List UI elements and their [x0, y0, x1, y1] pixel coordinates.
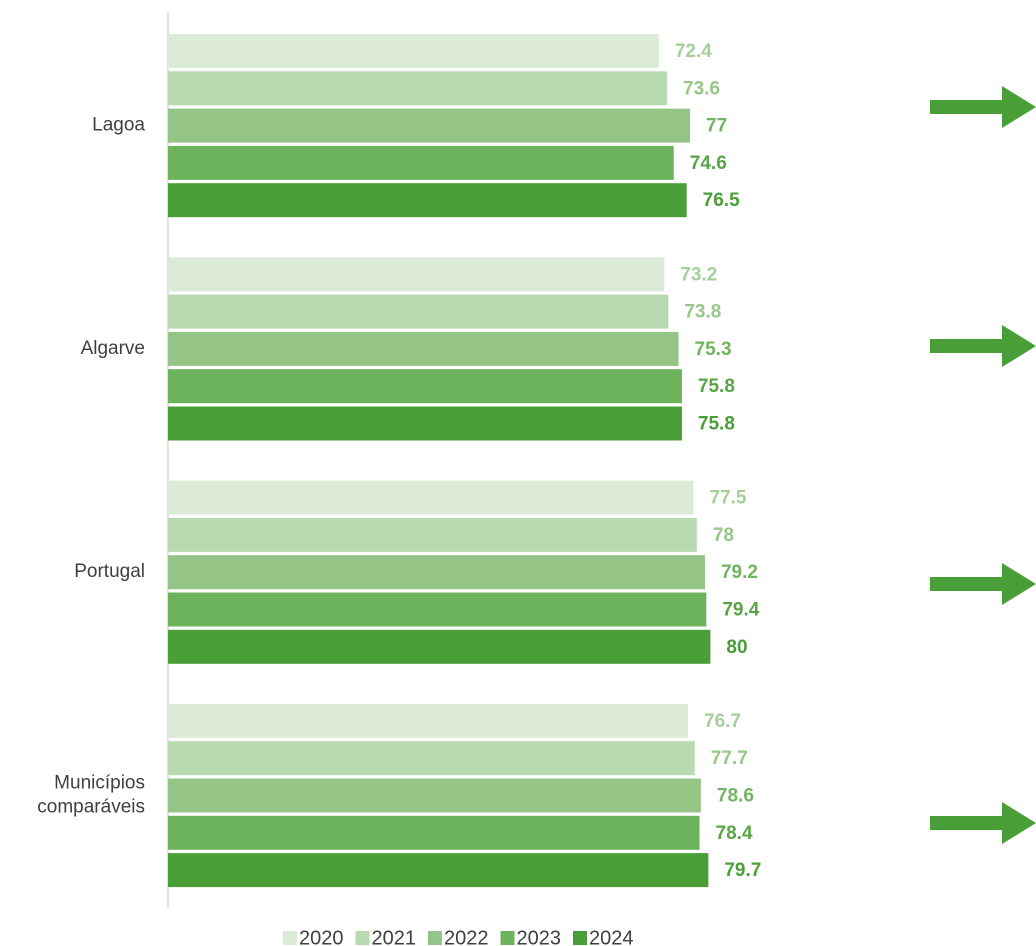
category-label: Municípios comparáveis — [37, 773, 145, 818]
value-label: 77 — [706, 116, 727, 137]
bar — [168, 108, 691, 143]
legend-swatch — [283, 931, 297, 945]
value-label: 74.6 — [690, 153, 727, 174]
arrow — [930, 802, 1036, 844]
bar — [168, 257, 665, 292]
bar — [168, 145, 674, 180]
bar — [168, 480, 694, 515]
legend-swatch — [573, 931, 587, 945]
bar — [168, 853, 709, 888]
value-label: 78.6 — [717, 786, 754, 807]
bar — [168, 629, 711, 664]
arrow — [930, 86, 1036, 128]
value-label: 79.2 — [721, 562, 758, 583]
category-label: Lagoa — [92, 115, 145, 136]
legend-label: 2021 — [372, 927, 417, 946]
bar — [168, 183, 687, 218]
arrow — [930, 563, 1036, 605]
legend-swatch — [500, 931, 515, 945]
value-label: 76.5 — [703, 190, 740, 211]
category-label: Algarve — [81, 338, 145, 359]
bar — [168, 778, 701, 813]
value-label: 75.8 — [698, 414, 735, 435]
bar — [168, 741, 695, 776]
value-label: 78.4 — [716, 823, 753, 844]
bar — [168, 592, 707, 627]
value-label: 73.2 — [680, 264, 717, 285]
bar — [168, 406, 682, 441]
bar — [168, 34, 659, 68]
value-label: 79.7 — [724, 860, 761, 881]
value-label: 75.8 — [698, 376, 735, 397]
trend-arrows — [930, 86, 1036, 844]
legend-label: 2023 — [517, 927, 562, 946]
legend-label: 2024 — [589, 927, 634, 946]
legend-swatch — [355, 931, 370, 945]
value-label: 76.7 — [704, 711, 741, 732]
bar — [168, 294, 669, 329]
bar — [168, 331, 679, 366]
legend-label: 2020 — [299, 927, 344, 946]
value-label: 75.3 — [695, 339, 732, 360]
bar — [168, 369, 682, 404]
category-label: Portugal — [74, 561, 145, 582]
arrow — [930, 325, 1036, 367]
value-label: 77.7 — [711, 748, 748, 769]
value-label: 77.5 — [709, 488, 746, 509]
value-label: 72.4 — [675, 41, 712, 62]
value-label: 78 — [713, 525, 734, 546]
bar — [168, 703, 689, 738]
bar — [168, 517, 697, 552]
legend-label: 2022 — [444, 927, 489, 946]
bar — [168, 71, 668, 106]
value-label: 73.8 — [684, 302, 721, 323]
bar — [168, 555, 705, 590]
value-label: 80 — [726, 637, 747, 658]
bar — [168, 815, 700, 850]
value-label: 73.6 — [683, 78, 720, 99]
legend-swatch — [428, 931, 442, 945]
value-label: 79.4 — [722, 600, 759, 621]
